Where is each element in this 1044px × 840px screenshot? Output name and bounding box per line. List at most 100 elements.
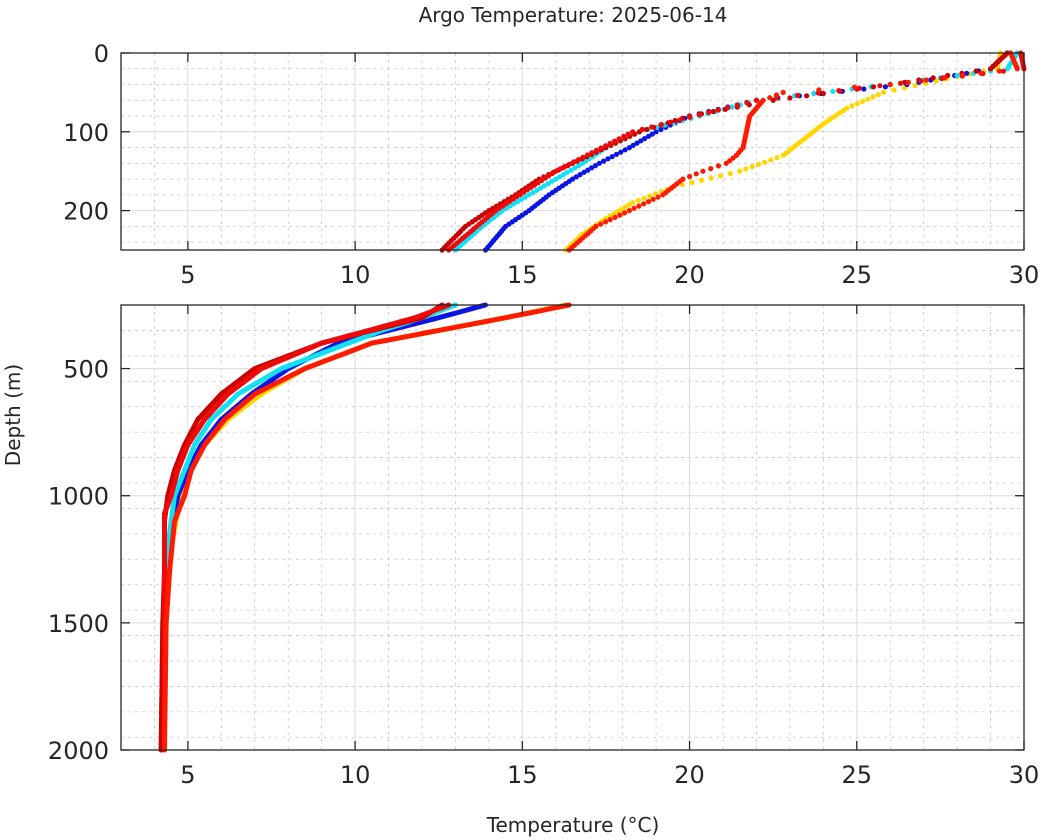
- data-point: [579, 160, 586, 166]
- data-point: [645, 199, 652, 205]
- chart-title: Argo Temperature: 2025-06-14: [419, 3, 728, 27]
- data-point: [768, 157, 774, 163]
- data-point: [601, 158, 607, 164]
- data-point: [718, 173, 724, 179]
- data-point: [658, 121, 664, 128]
- data-point: [549, 178, 555, 184]
- data-point: [725, 105, 731, 111]
- data-point: [649, 124, 655, 130]
- data-point: [744, 100, 750, 106]
- data-point: [581, 169, 587, 175]
- data-point: [734, 102, 741, 108]
- data-point: [572, 165, 578, 171]
- data-point: [706, 109, 712, 115]
- data-point: [693, 171, 699, 177]
- data-point: [767, 95, 773, 101]
- lower-ytick-label: 500: [63, 356, 109, 384]
- data-point: [625, 131, 631, 137]
- data-point: [605, 156, 611, 162]
- data-point: [631, 205, 637, 211]
- data-point: [859, 98, 866, 104]
- data-point: [537, 185, 544, 191]
- data-point: [1000, 68, 1007, 74]
- data-point: [626, 208, 633, 214]
- data-point: [743, 166, 749, 172]
- data-point: [641, 201, 647, 207]
- data-point: [700, 168, 706, 174]
- data-point: [634, 140, 640, 146]
- lower-series: [158, 302, 572, 753]
- data-point: [787, 95, 793, 101]
- data-point: [622, 147, 628, 153]
- data-point: [622, 210, 628, 216]
- data-point: [630, 200, 636, 206]
- upper-ytick-label: 200: [63, 198, 109, 226]
- data-point: [902, 79, 908, 85]
- data-point: [988, 66, 994, 72]
- data-point: [891, 87, 897, 93]
- data-point: [865, 96, 871, 102]
- profile-red-b-points: [566, 50, 1020, 253]
- data-point: [964, 70, 970, 76]
- data-point: [511, 201, 517, 207]
- data-point: [795, 92, 801, 98]
- lower-xtick-label: 15: [507, 761, 538, 789]
- data-point: [973, 68, 979, 74]
- lower-xtick-label: 5: [180, 761, 195, 789]
- data-point: [773, 92, 780, 98]
- data-point: [645, 133, 652, 139]
- data-point: [677, 117, 683, 123]
- data-point: [566, 161, 573, 167]
- lower-xtick-label: 30: [1009, 761, 1040, 789]
- data-point: [526, 192, 532, 198]
- data-point: [618, 149, 624, 155]
- data-point: [612, 214, 618, 220]
- data-point: [710, 108, 717, 115]
- data-point: [762, 159, 768, 165]
- lower-xtick-label: 10: [340, 761, 371, 789]
- data-point: [589, 150, 595, 156]
- data-point: [560, 172, 567, 178]
- data-point: [639, 126, 645, 132]
- data-point: [696, 112, 702, 118]
- data-point: [515, 199, 521, 205]
- data-point: [602, 219, 609, 225]
- data-point: [647, 193, 653, 199]
- data-point: [649, 131, 655, 137]
- profile-red-a-points: [446, 50, 1027, 253]
- data-point: [698, 177, 705, 183]
- profile-yellow-points: [563, 50, 1004, 253]
- data-point: [638, 138, 644, 144]
- data-point: [930, 75, 936, 81]
- data-point: [749, 164, 755, 170]
- data-point: [729, 104, 735, 110]
- data-point: [626, 145, 633, 151]
- data-point: [905, 79, 912, 85]
- data-point: [618, 206, 624, 213]
- data-point: [575, 157, 582, 163]
- data-point: [861, 86, 867, 92]
- data-point: [541, 183, 547, 189]
- data-point: [836, 88, 842, 94]
- data-point: [584, 152, 591, 158]
- data-point: [820, 90, 826, 97]
- data-point: [856, 85, 863, 91]
- data-point: [557, 174, 563, 180]
- profile-cyan-line: [158, 302, 458, 753]
- lower-ticks: [121, 305, 1025, 751]
- data-point: [636, 203, 642, 209]
- upper-xtick-label: 25: [842, 261, 873, 289]
- data-point: [755, 161, 762, 167]
- data-point: [557, 166, 563, 172]
- data-point: [507, 203, 513, 209]
- profile-blue-line: [158, 302, 488, 753]
- upper-depth-panel: 5 10 15 20 25 30 0 100 200: [63, 40, 1039, 289]
- data-point: [598, 145, 604, 151]
- data-point: [897, 80, 904, 86]
- data-point: [609, 154, 615, 160]
- upper-ticks: [121, 52, 1025, 250]
- data-point: [1004, 66, 1010, 72]
- data-point: [660, 192, 666, 198]
- data-point: [978, 70, 984, 76]
- data-point: [830, 88, 836, 94]
